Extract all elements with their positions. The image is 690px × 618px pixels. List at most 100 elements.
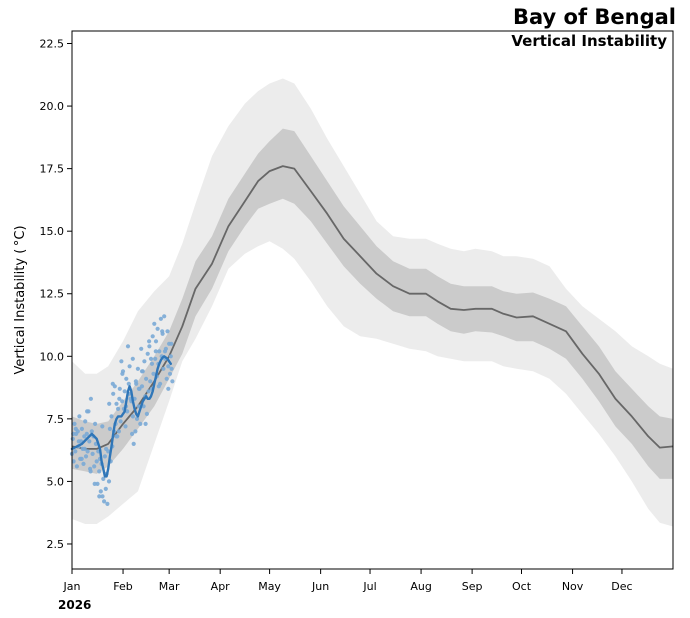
y-axis: 2.5 5.0 7.5 10.0 12.5 15.0 17.5 20.0 22.5 xyxy=(40,38,72,551)
observation-point xyxy=(163,346,168,351)
observation-point xyxy=(167,371,173,376)
observation-point xyxy=(161,366,166,371)
observation-point xyxy=(134,416,140,421)
band-outer-area xyxy=(72,78,673,527)
observation-point xyxy=(97,469,102,474)
observation-point xyxy=(77,414,82,419)
observation-point xyxy=(166,364,171,369)
observation-point xyxy=(116,406,121,411)
observation-point xyxy=(107,401,112,406)
observation-point xyxy=(160,329,165,334)
observation-point xyxy=(102,499,107,504)
observation-point xyxy=(88,396,93,401)
observation-point xyxy=(83,454,89,459)
observation-point xyxy=(92,481,97,486)
observation-point xyxy=(169,366,174,371)
x-tick-label: Sep xyxy=(462,580,483,593)
observation-point xyxy=(92,464,97,469)
observation-point xyxy=(94,459,99,464)
observation-point xyxy=(90,451,95,456)
observation-point xyxy=(150,334,155,339)
observation-point xyxy=(125,409,130,414)
observation-point xyxy=(162,314,167,319)
observation-point xyxy=(103,486,108,491)
y-tick-label: 12.5 xyxy=(40,288,65,301)
observation-point xyxy=(97,494,102,499)
y-tick-label: 2.5 xyxy=(47,538,65,551)
observation-point xyxy=(82,446,87,451)
x-tick-label: Aug xyxy=(410,580,431,593)
observation-point xyxy=(93,421,98,426)
observation-point xyxy=(85,409,90,414)
observation-point xyxy=(130,431,135,436)
observation-point xyxy=(124,376,129,381)
observation-point xyxy=(144,376,149,381)
observation-point xyxy=(72,421,77,426)
observation-point xyxy=(116,429,121,434)
observation-point xyxy=(156,384,161,389)
observation-point xyxy=(125,344,131,349)
y-tick-label: 5.0 xyxy=(47,475,65,488)
observation-point xyxy=(118,419,123,424)
observation-point xyxy=(105,501,110,506)
observation-point xyxy=(79,426,84,431)
observation-point xyxy=(79,456,84,461)
observation-point xyxy=(87,439,92,444)
observation-point xyxy=(120,399,125,404)
x-tick-label: May xyxy=(258,580,281,593)
observation-point xyxy=(135,366,140,371)
observation-point xyxy=(147,344,152,349)
observation-point xyxy=(117,396,122,401)
band-5-95-percentile xyxy=(72,78,673,527)
observation-point xyxy=(164,376,169,381)
observation-point xyxy=(114,434,119,439)
observation-point xyxy=(153,349,158,354)
year-label: 2026 xyxy=(58,598,91,612)
observation-point xyxy=(109,414,114,419)
observation-point xyxy=(74,464,79,469)
median-polyline xyxy=(71,165,674,450)
x-tick-label: Mar xyxy=(159,580,180,593)
observation-point xyxy=(144,411,149,416)
observation-point xyxy=(147,339,152,344)
observation-point xyxy=(88,469,93,474)
y-tick-label: 17.5 xyxy=(40,163,65,176)
observation-point xyxy=(120,371,125,376)
observation-point xyxy=(104,446,109,451)
y-tick-label: 10.0 xyxy=(40,350,65,363)
band-inner-area xyxy=(72,128,673,479)
observation-point xyxy=(139,384,145,389)
x-tick-label: Jun xyxy=(311,580,329,593)
observation-point xyxy=(148,356,154,361)
median-line xyxy=(71,165,674,450)
x-tick-label: Oct xyxy=(512,580,532,593)
x-tick-label: Dec xyxy=(611,580,632,593)
observation-point xyxy=(71,459,76,464)
observation-point xyxy=(100,424,105,429)
observation-point xyxy=(165,329,170,334)
observation-point xyxy=(85,449,90,454)
observation-point xyxy=(142,359,147,364)
current-year-polyline xyxy=(70,355,173,478)
observation-point xyxy=(139,346,144,351)
observation-point xyxy=(83,419,88,424)
chart-subtitle: Vertical Instability xyxy=(511,32,667,50)
observation-point xyxy=(136,386,141,391)
x-tick-label: Feb xyxy=(113,580,132,593)
observation-point xyxy=(100,494,105,499)
observation-point xyxy=(127,364,132,369)
observation-point xyxy=(152,321,157,326)
chart-title: Bay of Bengal xyxy=(513,5,676,29)
observation-point xyxy=(143,421,148,426)
observation-point xyxy=(81,461,86,466)
observation-point xyxy=(111,391,116,396)
y-axis-label: Vertical Instability ( °C) xyxy=(13,225,28,374)
observation-point xyxy=(102,454,107,459)
observation-point xyxy=(166,386,171,391)
plot-area-frame xyxy=(71,30,674,570)
observation-point xyxy=(98,489,103,494)
observation-point xyxy=(73,449,78,454)
band-25-75-percentile xyxy=(72,128,673,479)
x-tick-label: Jul xyxy=(362,580,376,593)
